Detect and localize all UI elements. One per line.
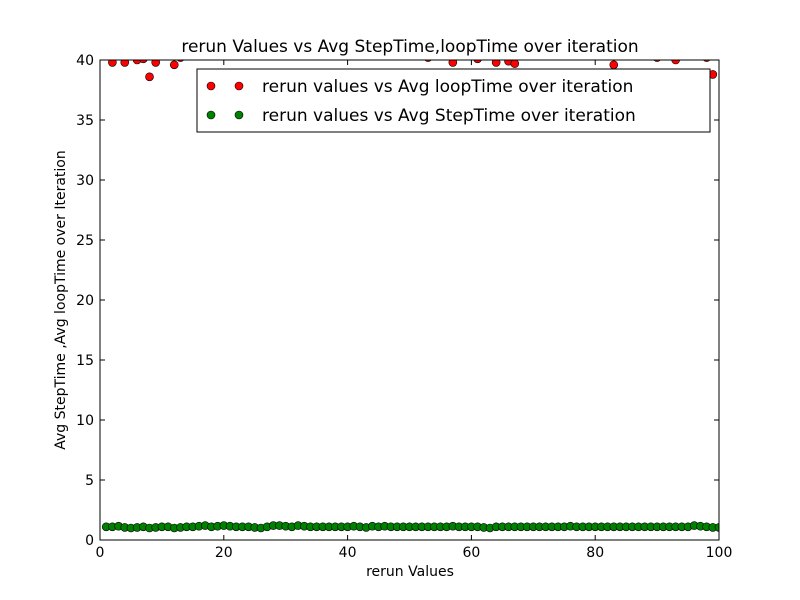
series-1 <box>108 60 718 82</box>
legend-marker <box>234 81 244 91</box>
data-point <box>139 60 148 64</box>
x-axis-label: rerun Values <box>366 564 454 580</box>
x-tick-label: 40 <box>339 545 357 561</box>
data-point <box>132 60 142 65</box>
data-point <box>491 60 501 67</box>
x-tick-label: 100 <box>706 545 733 561</box>
legend-marker <box>234 110 244 120</box>
data-point <box>510 60 520 68</box>
x-tick-label: 0 <box>96 545 105 561</box>
y-tick-label: 20 <box>76 293 94 309</box>
data-point <box>671 60 680 65</box>
y-tick-label: 35 <box>76 113 94 129</box>
y-tick-label: 30 <box>76 173 94 189</box>
y-tick-label: 0 <box>85 533 94 549</box>
y-tick-label: 40 <box>76 53 94 69</box>
data-point <box>609 60 619 70</box>
y-tick-label: 5 <box>85 473 94 489</box>
y-axis-label: Avg StepTime ,Avg loopTime over Iteratio… <box>53 150 69 449</box>
legend-label: rerun values vs Avg loopTime over iterat… <box>262 77 633 97</box>
legend-marker <box>206 110 216 120</box>
x-tick-label: 60 <box>462 545 480 561</box>
legend-marker <box>206 81 216 91</box>
x-tick-label: 80 <box>586 545 604 561</box>
legend-box <box>196 68 711 133</box>
y-tick-label: 25 <box>76 233 94 249</box>
data-point <box>151 60 161 67</box>
data-point <box>120 60 130 67</box>
x-tick-label: 20 <box>215 545 233 561</box>
data-point <box>169 60 179 70</box>
chart-title: rerun Values vs Avg StepTime,loopTime ov… <box>181 37 638 57</box>
data-point <box>714 523 719 532</box>
legend-label: rerun values vs Avg StepTime over iterat… <box>262 106 636 126</box>
y-tick-label: 15 <box>76 353 94 369</box>
data-point <box>473 60 482 64</box>
plot-area <box>100 60 719 540</box>
series-2 <box>101 521 719 533</box>
legend: rerun values vs Avg loopTime over iterat… <box>196 68 711 133</box>
data-point <box>108 60 117 67</box>
y-tick-label: 10 <box>76 413 94 429</box>
data-point <box>145 72 154 82</box>
data-point <box>448 60 458 67</box>
